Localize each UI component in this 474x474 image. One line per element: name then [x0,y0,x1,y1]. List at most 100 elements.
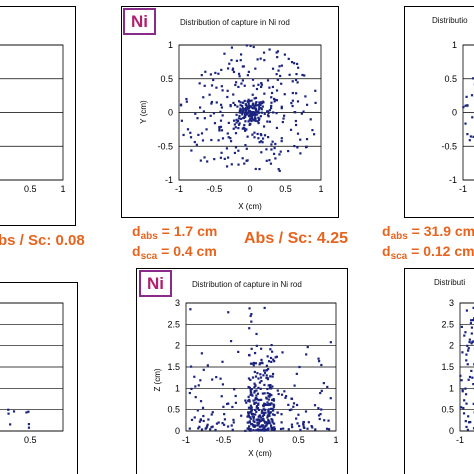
ni_xy-point [237,123,241,126]
ni_xz-point [269,407,273,410]
ni_xy-point [235,121,238,124]
ni_xz-point [266,428,269,431]
ni_xy-point [266,110,269,113]
ni_xy-point [261,137,265,140]
ni_xy-point [257,137,260,140]
ni_xy-point [241,107,245,110]
ni_xy-point [254,107,257,110]
ni_xy-point [241,109,244,112]
ni_xz-point [202,419,205,423]
ni_xy-point [256,110,259,114]
ni_xy-point [272,152,276,155]
ni_xz-point [249,417,252,420]
ni_xy-point [251,102,255,105]
ni_xz-point [282,427,285,430]
ni_xz-point [250,320,253,323]
ni_xy-point [210,84,214,87]
ni_xz-point [188,391,191,395]
ni_xy-point [258,101,261,104]
ni_xy-point [248,99,252,103]
ni_xy-point [258,141,261,144]
right-top-panel [404,6,474,218]
ni_xy-point [312,133,316,136]
ni_xy-point [257,121,260,125]
ni_xz-point [280,413,283,416]
ni_xy-point [238,114,241,118]
ni_xy-point [233,103,237,107]
ni_xz-point [198,420,201,423]
ni_xy-point [243,123,246,127]
ni_xz-ytick-label: 1 [175,383,180,393]
left_xz_partial-point [27,423,30,426]
ni_xy-point [220,106,224,109]
right_xy_partial-xtick-label: -1 [459,184,467,194]
right_xz_partial-point [465,425,468,429]
right_xz_partial-point [460,325,463,328]
ni_xy-point [256,58,259,61]
ni_xy-point [227,156,230,159]
ni_xy-point [209,73,212,76]
ni_xz-point [252,417,255,420]
ni_xz-point [248,307,251,310]
ni_xz-point [262,408,265,411]
ni_xz-point [215,375,218,379]
ni_xz-point [261,404,265,407]
ni_xy-point [248,109,251,113]
ni_xy-ytick-label: 1 [168,40,173,50]
ni_xz-point [295,417,298,420]
ni_xy-point [287,149,290,153]
ni_xy-point [287,57,290,60]
ni_xz-point [233,388,236,391]
ni_xy-point [237,127,240,130]
ni-xz-panel [136,268,348,474]
ni_xy-point [311,129,314,132]
ni_xz-point [248,425,251,428]
right_xz_partial-point [470,326,474,329]
ni_xz-point [261,415,265,418]
ni_xy-point [253,104,256,107]
ni_xz-ytick-label: 1.5 [167,362,180,372]
ni_xy-point [273,100,276,103]
ni_xz-point [267,418,270,422]
ni_xz-point [199,418,202,421]
right_xz_partial-ytick-label: 0.5 [441,405,454,415]
ni_xy-point [266,120,269,123]
ni_xz-point [262,424,265,427]
right_xz_partial-point [460,379,463,382]
left_xz_partial-point [9,423,12,426]
ni_xy-point [250,99,253,102]
mid-d-abs-sub: abs [140,231,158,242]
ni_xz-point [248,353,251,357]
ni_xz-point [247,385,250,389]
ni_xz-point [231,405,234,409]
ni_xz-point [247,395,250,398]
ni_xz-point [248,386,251,390]
ni_xy-point [261,105,264,108]
ni_xy-point [271,67,275,70]
right_xz_partial-point [472,427,474,430]
ni_xz-point [298,365,301,369]
ni_xz-point [329,397,332,400]
ni_xy-point [254,117,257,120]
ni_xz-point [206,423,209,426]
right_xz_partial-point [472,402,474,405]
ni_xy-point [244,120,247,123]
right_xz_partial-point [463,334,466,337]
right-d-sca-value: = 0.12 cm [407,243,474,259]
ni_xz-point [258,429,261,432]
ni_xy-point [255,110,258,113]
ni_xy-point [280,105,283,108]
right_xz_partial-point [465,353,468,356]
ni_xy-point [253,119,256,122]
ni_xz-point [327,419,330,422]
ni_xy-point [314,101,317,104]
ni_xy-point [276,78,279,81]
ni_xz-point [249,362,253,365]
ni_xy-point [246,159,249,162]
ni_xy-point [226,95,229,99]
ni_xz-point [272,428,276,431]
ni_xz-point [255,394,258,397]
ni_xz-point [269,403,272,406]
left_xz_partial-point [27,426,31,429]
ni_xy-point [241,113,244,116]
